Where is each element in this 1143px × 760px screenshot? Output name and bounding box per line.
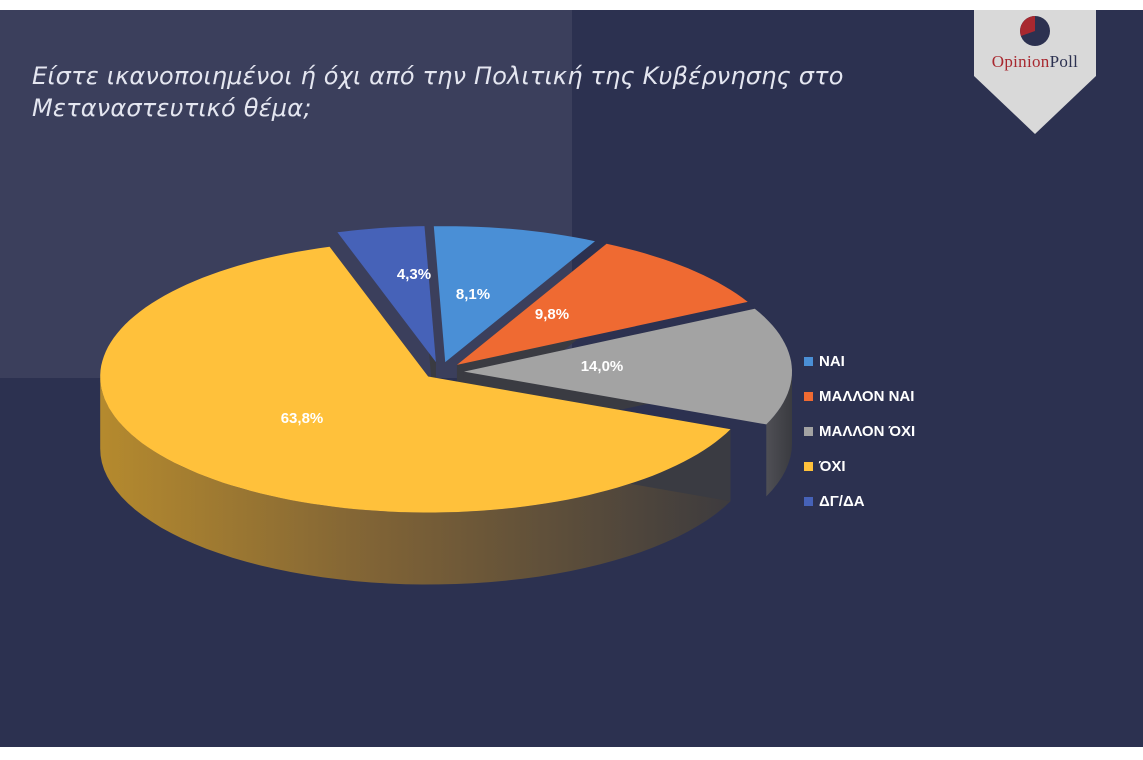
legend-swatch <box>804 357 813 366</box>
legend-item-όχι: ΌΧΙ <box>804 449 915 484</box>
chart-legend: ΝΑΙ ΜΑΛΛΟΝ ΝΑΙ ΜΑΛΛΟΝ ΌΧΙ ΌΧΙ ΔΓ/ΔΑ <box>804 344 915 519</box>
bottom-margin <box>0 747 1143 760</box>
logo-word-poll: Poll <box>1049 52 1079 71</box>
opinionpoll-logo <box>974 10 1096 134</box>
pie-top-ναι <box>433 226 595 363</box>
legend-swatch <box>804 392 813 401</box>
logo-word-opinion: Opinion <box>991 52 1050 71</box>
data-label-μαλλον-όχι: 14,0% <box>581 358 624 375</box>
chart-title: Είστε ικανοποιημένοι ή όχι από την Πολιτ… <box>32 62 844 122</box>
data-label-ναι: 8,1% <box>456 286 490 303</box>
legend-label: ΜΑΛΛΟΝ ΝΑΙ <box>819 387 915 405</box>
legend-swatch <box>804 462 813 471</box>
legend-label: ΝΑΙ <box>819 352 845 370</box>
pie-top-όχι <box>100 246 731 513</box>
logo-wordmark: OpinionPoll <box>974 52 1096 72</box>
slide-background: Είστε ικανοποιημένοι ή όχι από την Πολιτ… <box>0 10 1143 747</box>
legend-label: ΜΑΛΛΟΝ ΌΧΙ <box>819 422 916 440</box>
legend-swatch <box>804 427 813 436</box>
pie-side-όχι <box>100 376 731 585</box>
pie-slice-όχι <box>100 246 731 585</box>
legend-item-ναι: ΝΑΙ <box>804 344 915 379</box>
data-label-όχι: 63,8% <box>281 410 324 427</box>
pie-top-μαλλον-όχι <box>463 308 792 425</box>
legend-item-δγ-δα: ΔΓ/ΔΑ <box>804 484 915 519</box>
legend-item-μαλλον-ναι: ΜΑΛΛΟΝ ΝΑΙ <box>804 379 915 414</box>
legend-item-μαλλον-όχι: ΜΑΛΛΟΝ ΌΧΙ <box>804 414 915 449</box>
pie-side-μαλλον-όχι <box>766 371 792 497</box>
data-label-μαλλον-ναι: 9,8% <box>535 306 569 323</box>
pie-chart: 8,1% 9,8% 14,0% 63,8% 4,3% <box>100 226 792 585</box>
legend-label: ΌΧΙ <box>819 457 846 475</box>
data-label-δγ-δα: 4,3% <box>397 266 431 283</box>
pie-top-μαλλον-ναι <box>456 243 748 365</box>
legend-swatch <box>804 497 813 506</box>
pie-top-δγ-δα <box>337 226 436 363</box>
pie-slice-ναι <box>433 226 595 363</box>
legend-label: ΔΓ/ΔΑ <box>819 492 865 510</box>
